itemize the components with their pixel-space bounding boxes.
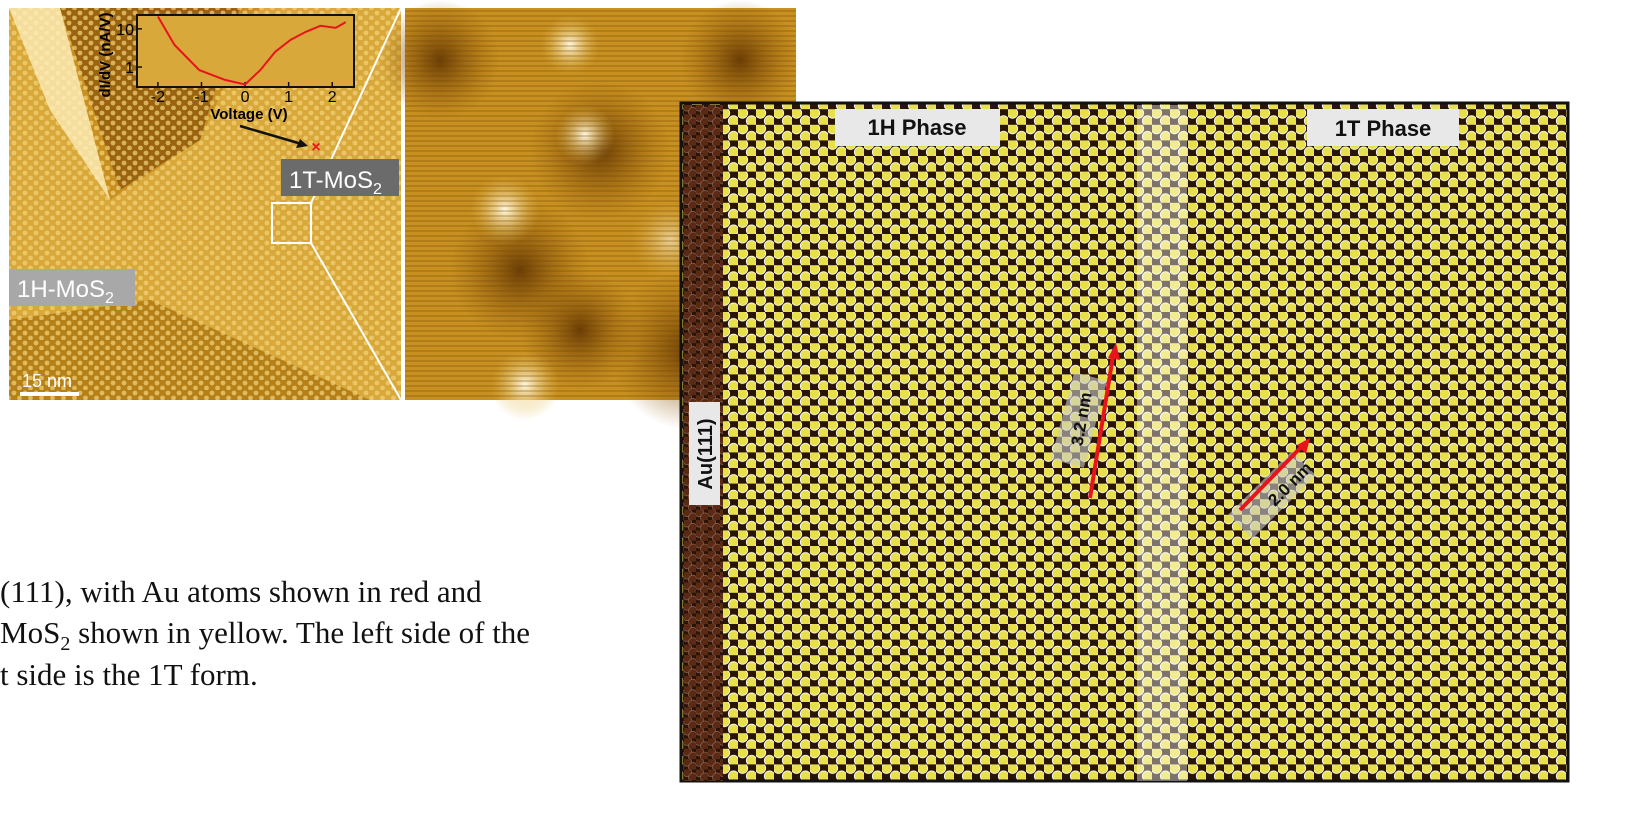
x-tick-label: -1 <box>194 89 208 106</box>
caption-line: t side is the 1T form. <box>0 657 258 692</box>
figure: dI/dV (nA/V) Voltage (V) × 1T-MoS2 1H-Mo… <box>0 0 1649 821</box>
y-tick-label: 10 <box>116 22 134 39</box>
x-tick-label: -2 <box>151 89 165 106</box>
inset-plot <box>137 15 354 87</box>
x-tick-label: 1 <box>284 89 293 106</box>
label-sub: 2 <box>373 181 382 198</box>
x-tick-label: 2 <box>328 89 337 106</box>
atomic-model <box>681 103 1568 781</box>
substrate-label: Au(111) <box>695 418 717 489</box>
inset-y-label: dI/dV (nA/V) <box>97 13 114 98</box>
label-1h: 1H-MoS2 <box>17 276 114 307</box>
caption-line: (111), with Au atoms shown in red and <box>0 574 482 609</box>
caption-text: MoS <box>0 615 60 650</box>
scale-label: 15 nm <box>22 371 72 391</box>
caption-sub: 2 <box>60 633 70 655</box>
caption-line: MoS2 shown in yellow. The left side of t… <box>0 615 530 655</box>
marker: × <box>311 139 320 156</box>
y-tick-label: 1 <box>125 60 134 77</box>
x-tick-label: 0 <box>241 89 250 106</box>
label-1t: 1T-MoS2 <box>289 167 382 198</box>
phase-label: 1H Phase <box>867 115 966 140</box>
inset-x-label: Voltage (V) <box>210 106 287 123</box>
label-text: 1H-MoS <box>17 276 105 303</box>
caption-text: shown in yellow. The left side of the <box>70 615 530 650</box>
page: dI/dV (nA/V) Voltage (V) × 1T-MoS2 1H-Mo… <box>0 0 1649 821</box>
phase-label: 1T Phase <box>1335 116 1432 141</box>
label-text: 1T-MoS <box>289 167 373 194</box>
label-sub: 2 <box>105 290 114 307</box>
